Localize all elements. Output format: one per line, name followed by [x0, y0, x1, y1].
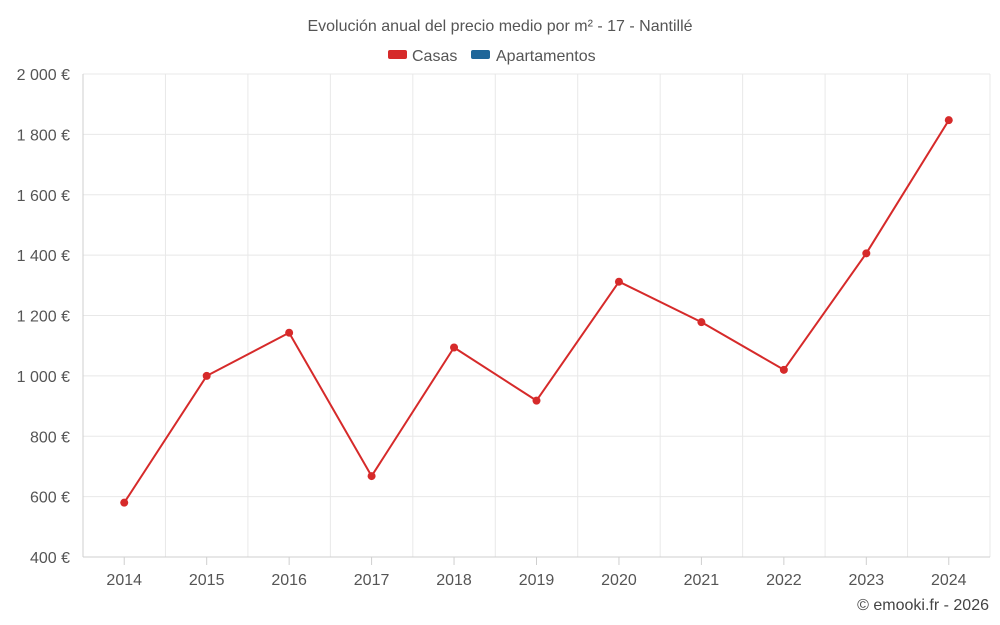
y-tick-label: 800 € — [30, 429, 70, 446]
y-tick-label: 1 400 € — [17, 248, 70, 265]
x-tick-label: 2016 — [271, 572, 307, 589]
data-point-2021[interactable] — [697, 318, 706, 327]
data-point-2015[interactable] — [202, 371, 211, 380]
x-axis-ticks: 2014 2015 2016 2017 2018 2019 2020 2021 2022 2023… — [106, 557, 967, 589]
x-tick-label: 2024 — [931, 572, 967, 589]
legend-label-casas: Casas — [412, 48, 457, 65]
y-axis-ticks: 400 € 600 € 800 € 1 000 € 1 200 € 1 400 € 1 60… — [17, 67, 70, 567]
data-point-2024[interactable] — [944, 116, 953, 125]
legend-item-casas[interactable]: Casas — [388, 48, 457, 65]
data-point-2022[interactable] — [779, 365, 788, 374]
data-point-2019[interactable] — [532, 396, 541, 405]
y-tick-label: 1 600 € — [17, 188, 70, 205]
x-tick-label: 2023 — [849, 572, 885, 589]
x-tick-label: 2020 — [601, 572, 637, 589]
legend-swatch-apartamentos — [471, 50, 490, 59]
data-point-2018[interactable] — [450, 343, 459, 352]
y-tick-label: 400 € — [30, 550, 70, 567]
legend-item-apartamentos[interactable]: Apartamentos — [471, 48, 596, 65]
x-tick-label: 2021 — [684, 572, 720, 589]
grid — [82, 73, 991, 558]
y-tick-label: 600 € — [30, 490, 70, 507]
legend: Casas Apartamentos — [388, 48, 596, 65]
x-tick-label: 2022 — [766, 572, 802, 589]
data-point-2023[interactable] — [862, 249, 871, 258]
y-tick-label: 1 000 € — [17, 369, 70, 386]
series-casas — [120, 116, 953, 507]
y-tick-label: 1 800 € — [17, 127, 70, 144]
data-point-2014[interactable] — [120, 498, 129, 507]
legend-swatch-casas — [388, 50, 407, 59]
y-tick-label: 2 000 € — [17, 67, 70, 84]
x-tick-label: 2018 — [436, 572, 472, 589]
x-tick-label: 2017 — [354, 572, 390, 589]
data-point-2020[interactable] — [614, 277, 623, 286]
chart-title: Evolución anual del precio medio por m² … — [307, 18, 692, 35]
x-tick-label: 2014 — [106, 572, 142, 589]
x-tick-label: 2019 — [519, 572, 555, 589]
y-tick-label: 1 200 € — [17, 309, 70, 326]
x-tick-label: 2015 — [189, 572, 225, 589]
data-point-2017[interactable] — [367, 472, 376, 481]
data-point-2016[interactable] — [285, 328, 294, 337]
legend-label-apartamentos: Apartamentos — [496, 48, 596, 65]
credit-text: © emooki.fr - 2026 — [857, 597, 989, 614]
